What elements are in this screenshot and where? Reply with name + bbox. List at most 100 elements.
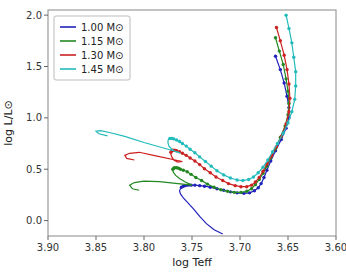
y-tick-label: 0.5 bbox=[26, 164, 42, 175]
legend-label: 1.15 M⊙ bbox=[81, 36, 123, 47]
track-point bbox=[171, 168, 174, 171]
track-point bbox=[253, 189, 256, 192]
x-tick-label: 3.75 bbox=[181, 242, 203, 253]
track-point bbox=[248, 191, 251, 194]
track-point bbox=[226, 190, 229, 193]
track-point bbox=[185, 144, 188, 147]
y-axis-label: log L/L⊙ bbox=[2, 100, 15, 145]
track-point bbox=[278, 49, 281, 52]
track-point bbox=[261, 170, 264, 173]
track-point bbox=[221, 179, 224, 182]
track-point bbox=[189, 173, 192, 176]
x-tick bbox=[336, 236, 337, 240]
track-point bbox=[234, 184, 237, 187]
track-point bbox=[245, 185, 248, 188]
plot-frame bbox=[48, 10, 336, 236]
legend-label: 1.00 M⊙ bbox=[81, 22, 123, 33]
track-point bbox=[284, 13, 287, 16]
track-point bbox=[180, 186, 183, 189]
y-tick-label: 1.0 bbox=[26, 112, 42, 123]
x-tick bbox=[96, 236, 97, 240]
x-tick bbox=[48, 236, 49, 240]
track-point bbox=[198, 184, 201, 187]
track-point bbox=[227, 182, 230, 185]
y-tick bbox=[44, 66, 48, 67]
track-point bbox=[257, 186, 260, 189]
track-point bbox=[214, 175, 217, 178]
track-line bbox=[180, 56, 289, 234]
track-point bbox=[198, 163, 201, 166]
track-point bbox=[274, 55, 277, 58]
track-point bbox=[285, 68, 288, 71]
track-point bbox=[233, 191, 236, 194]
track-point bbox=[194, 176, 197, 179]
track-point bbox=[181, 142, 184, 145]
x-tick bbox=[288, 236, 289, 240]
legend-box bbox=[54, 16, 130, 80]
track-point bbox=[222, 173, 225, 176]
track-point bbox=[290, 41, 293, 44]
track-point bbox=[271, 150, 274, 153]
track-point bbox=[294, 70, 297, 73]
track-point bbox=[245, 190, 248, 193]
track-point bbox=[282, 81, 285, 84]
track-point bbox=[282, 132, 285, 135]
track-point bbox=[252, 175, 255, 178]
track-point bbox=[203, 184, 206, 187]
track-point bbox=[294, 84, 297, 87]
track-point bbox=[286, 121, 289, 124]
track-point bbox=[181, 152, 184, 155]
track-point bbox=[287, 27, 290, 30]
track-point bbox=[250, 183, 253, 186]
track-point bbox=[287, 82, 290, 85]
y-tick bbox=[44, 169, 48, 170]
y-tick-label: 1.5 bbox=[26, 61, 42, 72]
track-point bbox=[235, 178, 238, 181]
track-point bbox=[200, 179, 203, 182]
track-point bbox=[262, 176, 265, 179]
track-point bbox=[198, 155, 201, 158]
y-tick bbox=[44, 15, 48, 16]
x-tick bbox=[240, 236, 241, 240]
track-point bbox=[259, 182, 262, 185]
track-point bbox=[209, 171, 212, 174]
y-tick-label: 2.0 bbox=[26, 10, 42, 21]
x-tick-label: 3.65 bbox=[277, 242, 299, 253]
track-line bbox=[130, 38, 289, 193]
track-point bbox=[193, 183, 196, 186]
track-point bbox=[239, 185, 242, 188]
y-tick bbox=[44, 220, 48, 221]
track-point bbox=[229, 176, 232, 179]
track-point bbox=[186, 170, 189, 173]
track-point bbox=[279, 68, 282, 71]
track-point bbox=[193, 151, 196, 154]
track-point bbox=[282, 63, 285, 66]
track-point bbox=[241, 179, 244, 182]
track-point bbox=[204, 160, 207, 163]
track-point bbox=[284, 77, 287, 80]
track-point bbox=[274, 36, 277, 39]
track-point bbox=[178, 140, 181, 143]
track-point bbox=[282, 54, 285, 57]
track-point bbox=[288, 97, 291, 100]
x-tick-label: 3.70 bbox=[229, 242, 251, 253]
track-point bbox=[215, 169, 218, 172]
y-tick bbox=[44, 117, 48, 118]
chart: 3.903.853.803.753.703.653.600.00.51.01.5… bbox=[0, 0, 346, 272]
x-tick-label: 3.85 bbox=[85, 242, 107, 253]
track-point bbox=[206, 182, 209, 185]
track-point bbox=[266, 158, 269, 161]
legend-swatch bbox=[60, 40, 76, 42]
x-tick-label: 3.60 bbox=[325, 242, 346, 253]
track-point bbox=[212, 186, 215, 189]
track-point bbox=[188, 147, 191, 150]
legend-swatch bbox=[60, 26, 76, 28]
track-point bbox=[188, 156, 191, 159]
track-point bbox=[261, 165, 264, 168]
track-point bbox=[210, 164, 213, 167]
track-point bbox=[275, 26, 278, 29]
track-point bbox=[290, 110, 293, 113]
track-point bbox=[293, 98, 296, 101]
track-point bbox=[169, 151, 172, 154]
legend: 1.00 M⊙1.15 M⊙1.30 M⊙1.45 M⊙ bbox=[54, 16, 130, 80]
